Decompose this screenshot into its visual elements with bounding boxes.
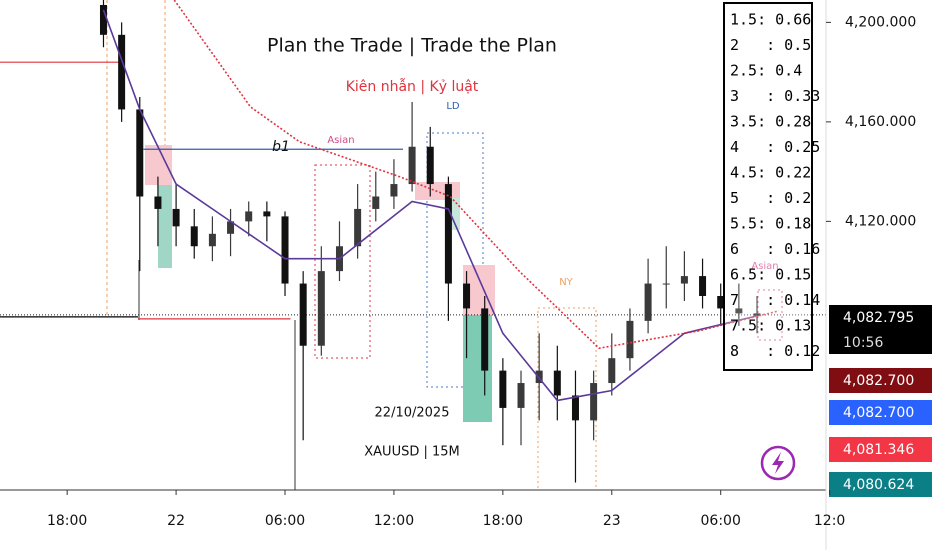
candle-body [553,370,561,396]
price-tag [829,368,932,393]
countdown-tag [829,330,932,354]
price-tag-label: 4,082.795 [843,310,914,326]
candle-body [481,308,489,371]
candle-body [354,208,362,247]
ratio-item: 5.5: 0.18 [730,215,811,233]
ratio-item: 2 : 0.5 [730,36,811,54]
ratio-item: 3 : 0.33 [730,87,820,105]
candle-body [753,313,761,316]
candle-body [172,208,180,227]
price-tag-label: 4,081.346 [843,442,914,458]
candle-body [590,383,598,421]
candle-body [136,109,144,197]
ratio-item: 6 : 0.16 [730,240,820,258]
annotation: XAUUSD | 15M [364,445,460,460]
candle-body [263,211,271,217]
candle-body [118,34,126,110]
price-tag [829,437,932,462]
ratio-item: 2.5: 0.4 [730,62,802,80]
candle-body [99,4,107,35]
countdown: 10:56 [843,335,883,351]
y-tick-label: 4,120.000 [845,213,916,229]
candle-body [463,283,471,309]
y-tick-label: 4,200.000 [845,14,916,30]
session-box [314,164,371,359]
candle-body [227,221,235,234]
candle-body [608,358,616,384]
annotation: Asian [751,261,778,272]
subtitle: Kiên nhẫn | Kỷ luật [346,78,479,95]
annotation: LD [446,101,460,112]
candle-body [208,233,216,247]
ratio-item: 1.5: 0.66 [730,11,811,29]
annotation: Asian [327,135,354,146]
candle-body [372,196,380,209]
candle-body [390,184,398,197]
x-tick-label: 06:00 [265,513,305,529]
price-tag [829,400,932,425]
ratio-item: 4 : 0.25 [730,138,820,156]
x-tick-label: 12:00 [374,513,414,529]
candle-body [317,271,325,346]
zone [158,185,172,268]
candle-body [154,196,162,209]
moving-average [102,9,758,402]
session-box [757,289,783,341]
price-tag-label: 4,082.700 [843,405,914,421]
ratio-list: 1.5: 0.66 2 : 0.5 2.5: 0.4 3 : 0.33 3.5: 0.2… [730,11,820,361]
alert-icon [760,445,796,481]
x-tick-label: 23 [603,513,621,529]
annotation: 22/10/2025 [375,406,450,421]
y-tick-label: 4,160.000 [845,114,916,130]
ratio-item: 3.5: 0.28 [730,113,811,131]
price-tag-label: 4,082.700 [843,373,914,389]
candle-body [408,146,416,185]
x-tick-label: 12:0 [814,513,845,529]
price-tag-label: 4,080.624 [843,477,914,493]
ratio-item: 6.5: 0.15 [730,266,811,284]
ratio-item: 8 : 0.12 [730,342,820,360]
candle-body [444,184,452,284]
candle-body [717,295,725,309]
candle-body [245,211,253,222]
candle-body [735,308,743,314]
chart-title: Plan the Trade | Trade the Plan [267,35,557,57]
candle-body [680,276,688,284]
ratio-item: 7.5: 0.13 [730,317,811,335]
marks [0,0,826,483]
x-tick-label: 22 [167,513,185,529]
icon-ring [760,445,796,481]
candle-body [499,370,507,408]
ratio-box [723,2,813,371]
candle-body [699,276,707,296]
x-tick-label: 18:00 [483,513,523,529]
ratio-item: 7 : 0.14 [730,291,820,309]
candle-body [517,383,525,408]
candle-body [644,283,652,321]
annotation: b1 [272,139,290,155]
candle-body [190,226,198,247]
ratio-item: 4.5: 0.22 [730,164,811,182]
candle-body [626,320,634,359]
x-tick-label: 06:00 [701,513,741,529]
moving-average [173,0,779,350]
annotation: NY [559,277,573,288]
ratio-item: 5 : 0.2 [730,189,811,207]
candle-body [426,146,434,185]
candle-body [662,283,670,285]
candle-body [299,283,307,346]
price-tag [829,472,932,497]
icon-bolt [772,452,784,474]
price-tags: 4,082.795 10:56 4,082.700 4,082.700 4,081.34… [829,305,932,497]
x-tick-label: 18:00 [47,513,87,529]
candle-body [281,216,289,284]
price-tag [829,305,932,330]
candle-body [571,395,579,421]
